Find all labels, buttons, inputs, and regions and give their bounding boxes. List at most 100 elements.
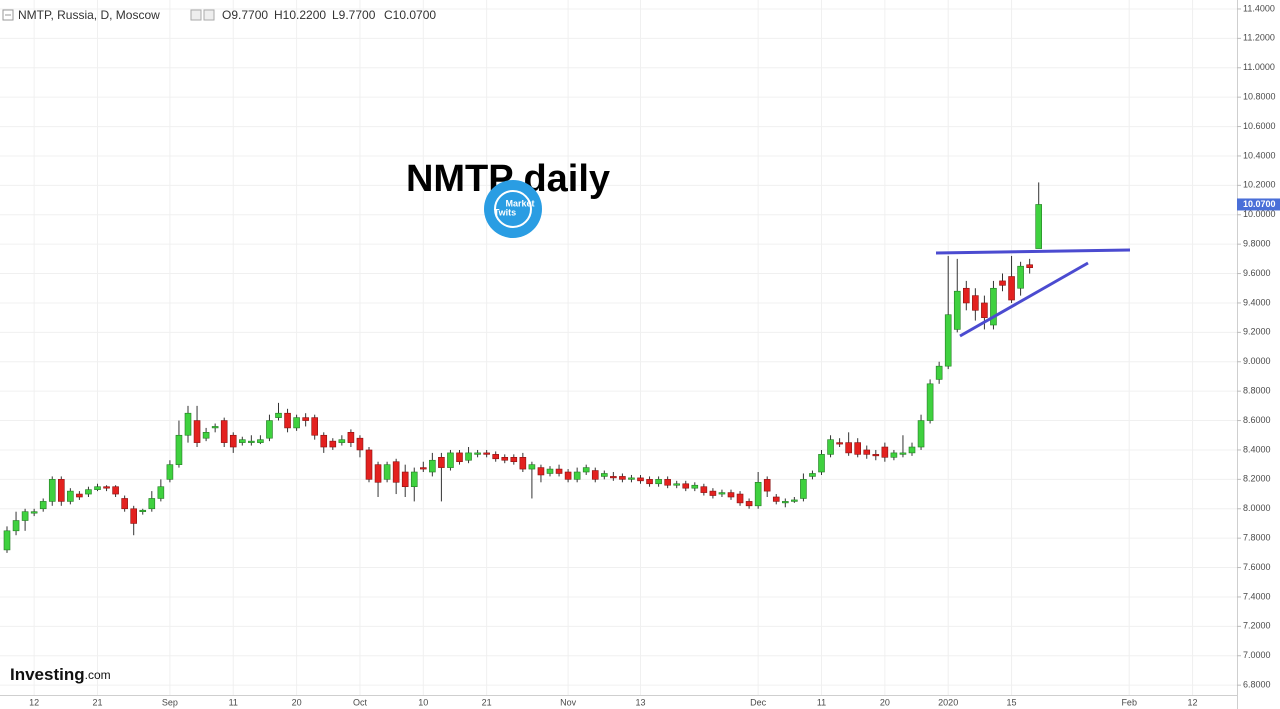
candle-body (202, 432, 210, 439)
y-tick-label: 11.0000 (1243, 62, 1275, 72)
y-tick-label: 10.2000 (1243, 180, 1276, 190)
candle-body (447, 452, 454, 468)
candle-body (772, 496, 780, 502)
candles (3, 182, 1042, 553)
candle-body (582, 467, 590, 473)
candle-body (166, 464, 174, 480)
candle-body (76, 493, 83, 498)
candle-body (392, 461, 400, 483)
x-tick-label: 11 (817, 697, 826, 707)
candle-body (872, 454, 880, 457)
candle-body (401, 471, 409, 488)
candle-body (329, 440, 337, 448)
watermark-ring (494, 190, 532, 228)
candle-body (48, 479, 56, 502)
candle-body (546, 468, 554, 474)
candle-body (157, 486, 165, 499)
last-price-box (1237, 198, 1280, 211)
y-tick-label: 9.8000 (1243, 239, 1271, 249)
candle-body (700, 486, 708, 493)
candle-body (564, 471, 572, 480)
x-tick-label: Sep (162, 697, 178, 707)
x-tick-label: 12 (29, 697, 39, 707)
candle-body (257, 439, 264, 443)
axes: 6.8000 7.0000 7.2000 7.4000 7.6000 7.8000 8.00… (29, 3, 1280, 707)
candle-body (30, 511, 38, 514)
candle-body (139, 509, 147, 512)
x-tick-label: Nov (560, 697, 577, 707)
candle-body (800, 479, 807, 499)
candle-body (818, 454, 825, 473)
candle-body (691, 484, 699, 489)
candle-body (908, 446, 916, 454)
candle-body (130, 508, 137, 524)
candle-body (510, 457, 518, 463)
watermark-logo (484, 180, 542, 238)
y-tick-label: 9.0000 (1243, 356, 1271, 366)
candle-body (528, 464, 536, 470)
candle-body (229, 434, 237, 448)
candle-body (239, 439, 246, 443)
candle-body (248, 440, 255, 443)
y-tick-label: 7.6000 (1243, 562, 1271, 572)
candle-body (112, 486, 119, 495)
candle-body (655, 479, 662, 485)
candle-body (383, 464, 391, 480)
candle-body (682, 483, 690, 489)
candle-body (709, 490, 717, 496)
candle-body (67, 490, 74, 502)
candle-body (890, 452, 898, 458)
y-tick-label: 8.0000 (1243, 503, 1271, 513)
candle-body (809, 473, 816, 477)
y-tick-label: 9.2000 (1243, 327, 1271, 337)
candle-body (727, 492, 735, 498)
settings-icon[interactable] (203, 9, 215, 21)
candle-body (519, 457, 527, 470)
candle-body (39, 501, 47, 510)
candle-body (953, 290, 961, 330)
candle-body (374, 464, 382, 483)
candle-body (302, 417, 309, 421)
y-tick-label: 10.4000 (1243, 150, 1276, 160)
candle-body (429, 459, 436, 473)
candle-body (754, 481, 762, 507)
candle-body (21, 511, 29, 521)
last-price-label: 10.0700 (1243, 199, 1276, 209)
x-tick-label: 15 (1007, 697, 1017, 707)
candle-body (94, 486, 101, 490)
x-tick-label: 2020 (938, 697, 958, 707)
candle-body (103, 486, 110, 489)
candle-body (456, 452, 463, 463)
watermark-text: Market (505, 198, 534, 208)
settings-icon[interactable] (190, 9, 202, 21)
candle-body (57, 479, 65, 502)
candle-body (1017, 265, 1024, 289)
candle-body (3, 530, 11, 551)
x-tick-label: 11 (229, 697, 238, 707)
y-tick-label: 7.8000 (1243, 533, 1271, 543)
candle-body (736, 493, 744, 504)
candle-body (845, 442, 852, 454)
candle-body (483, 452, 490, 455)
candle-body (474, 452, 481, 455)
candle-body (854, 442, 862, 455)
symbol-info: NMTP, Russia, D, Moscow (18, 8, 160, 22)
brand-name: Investing (10, 665, 85, 684)
watermark-text: Twits (494, 207, 516, 217)
candle-body (646, 479, 653, 485)
candle-body (1008, 276, 1015, 301)
candle-body (836, 442, 843, 445)
candle-body (990, 287, 997, 326)
candle-body (962, 287, 970, 304)
collapse-icon[interactable] (2, 9, 14, 21)
y-tick-label: 9.4000 (1243, 297, 1271, 307)
candle-body (85, 489, 92, 495)
candle-body (791, 499, 798, 502)
y-tick-label: 11.4000 (1243, 3, 1275, 13)
y-tick-label: 10.0000 (1243, 209, 1276, 219)
candle-body (981, 302, 988, 318)
candle-body (311, 417, 319, 436)
candle-body (673, 483, 681, 486)
candle-body (1035, 204, 1042, 249)
